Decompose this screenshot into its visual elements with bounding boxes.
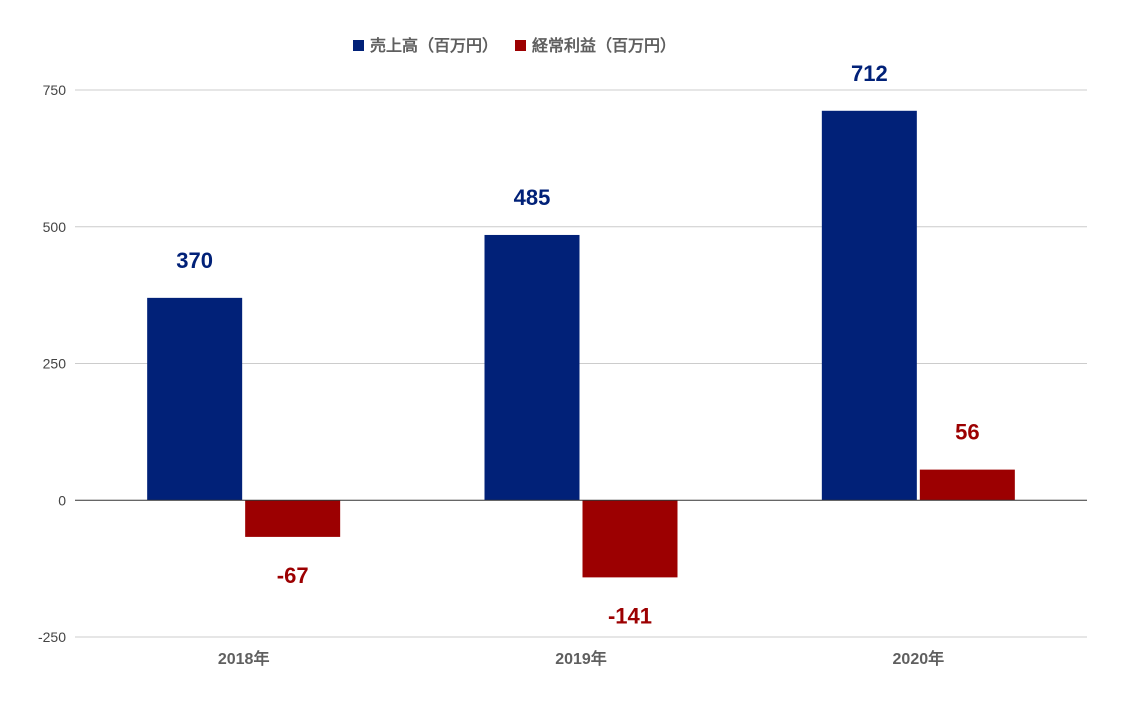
category-label: 2019年 [555,649,607,668]
bars [147,110,1015,578]
gridlines [75,89,1087,638]
legend-swatch-series1 [353,40,364,51]
data-label-series1-1: 370 [176,248,213,273]
data-label-series1-2: 485 [514,185,551,210]
x-axis-category-labels: 2018年 2019年 2020年 [218,649,944,668]
bar-series2-1 [245,500,341,537]
data-label-series2-2: -141 [608,603,652,628]
bar-series1-2 [484,234,580,501]
data-label-series1-3: 712 [851,61,888,86]
category-label: 2018年 [218,649,270,668]
bar-series2-3 [919,469,1015,501]
legend: 売上高（百万円） 経常利益（百万円） [353,36,676,55]
y-axis-tick-labels: -250 0 250 500 750 [38,82,66,645]
y-tick-label: 750 [43,82,67,98]
bar-series1-3 [821,110,917,501]
data-label-series2-3: 56 [955,420,979,445]
data-label-series2-1: -67 [277,563,309,588]
legend-label-series1: 売上高（百万円） [370,36,498,55]
data-labels: 370 -67 485 -141 712 56 [176,61,979,629]
category-label: 2020年 [893,649,945,668]
legend-label-series2: 経常利益（百万円） [532,36,676,55]
bar-series1-1 [147,297,243,501]
y-tick-label: 250 [43,356,67,372]
y-tick-label: -250 [38,629,66,645]
legend-swatch-series2 [515,40,526,51]
y-tick-label: 0 [58,492,66,508]
y-tick-label: 500 [43,219,67,235]
bar-series2-2 [582,500,678,578]
